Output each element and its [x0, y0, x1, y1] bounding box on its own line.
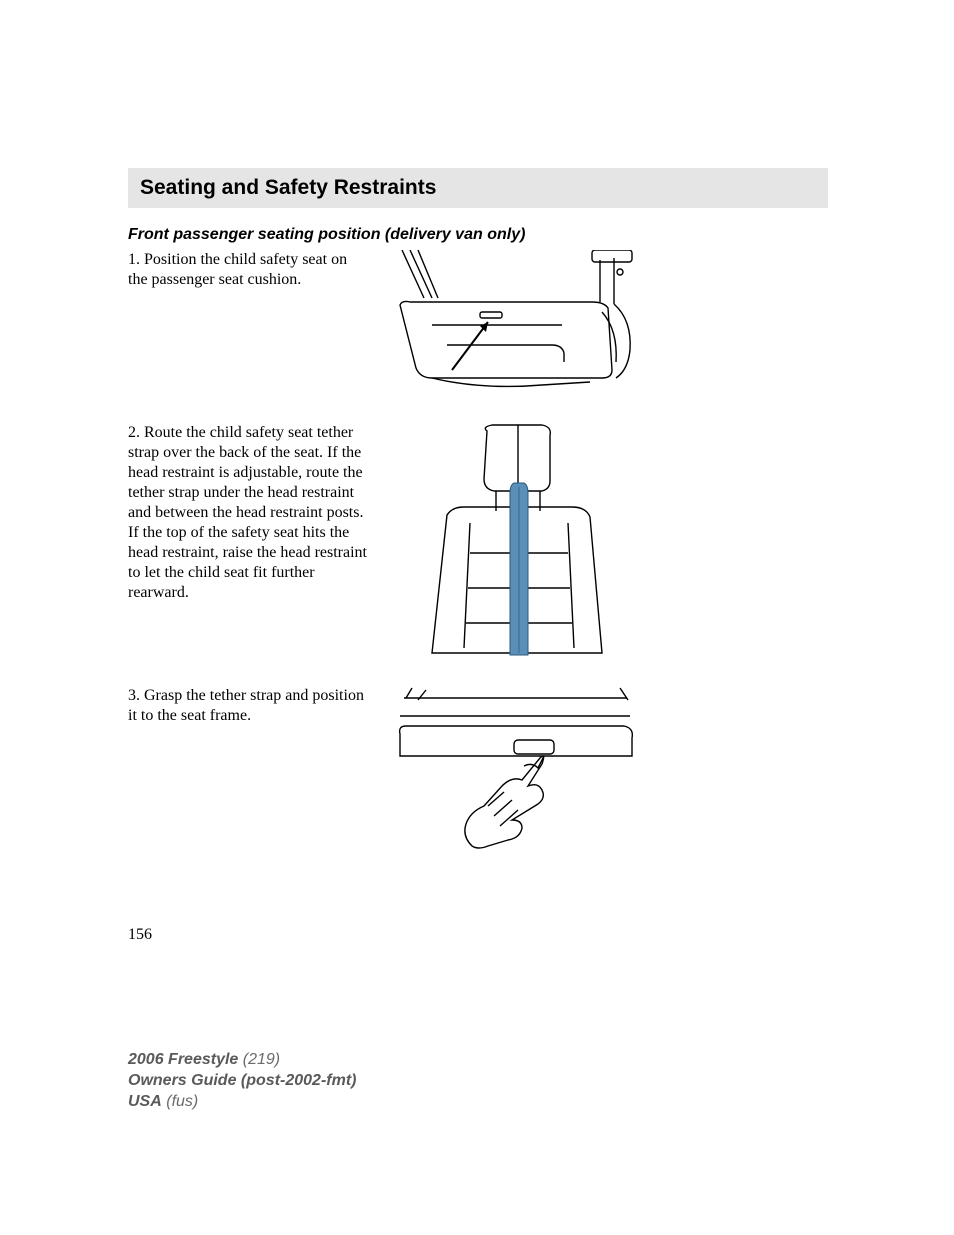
section-title-bar: Seating and Safety Restraints — [128, 168, 828, 208]
footer-region-code: (fus) — [166, 1093, 198, 1110]
page-number: 156 — [128, 926, 152, 944]
step-3: 3. Grasp the tether strap and position i… — [128, 686, 828, 861]
step-2-text: 2. Route the child safety seat tether st… — [128, 423, 368, 603]
footer-region: USA — [128, 1093, 162, 1110]
section-title: Seating and Safety Restraints — [140, 176, 816, 200]
step-1-text: 1. Position the child safety seat on the… — [128, 250, 368, 290]
footer-line-1: 2006 Freestyle (219) — [128, 1050, 356, 1071]
step-2-illustration — [392, 423, 828, 668]
step-1: 1. Position the child safety seat on the… — [128, 250, 828, 405]
footer-model: 2006 Freestyle — [128, 1051, 238, 1068]
subheading: Front passenger seating position (delive… — [128, 226, 828, 244]
footer-model-code: (219) — [243, 1051, 280, 1068]
footer: 2006 Freestyle (219) Owners Guide (post-… — [128, 1050, 356, 1112]
footer-guide: Owners Guide (post-2002-fmt) — [128, 1071, 356, 1092]
footer-line-3: USA (fus) — [128, 1092, 356, 1113]
step-3-illustration — [392, 686, 828, 861]
step-3-text: 3. Grasp the tether strap and position i… — [128, 686, 368, 726]
step-2: 2. Route the child safety seat tether st… — [128, 423, 828, 668]
step-1-illustration — [392, 250, 828, 405]
